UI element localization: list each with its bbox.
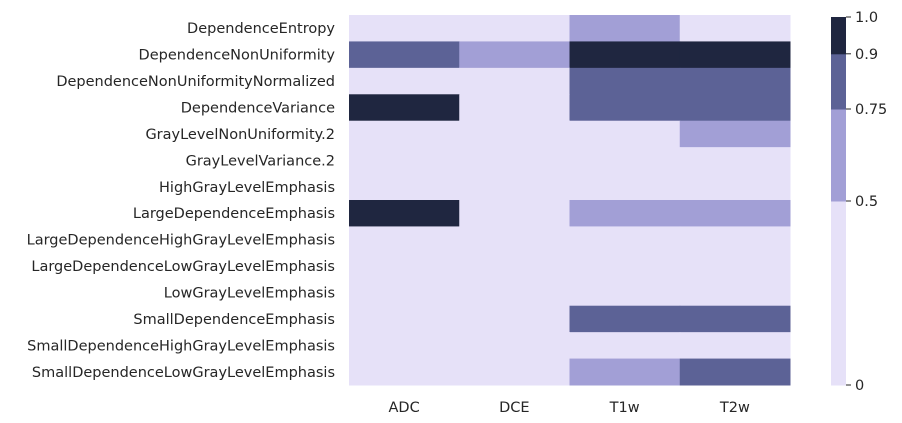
heatmap-cell: [569, 41, 681, 69]
heatmap-cell: [349, 252, 460, 280]
heatmap-cell: [679, 67, 791, 95]
heatmap-cell: [349, 15, 460, 42]
heatmap-cell: [679, 200, 791, 227]
heatmap-cell: [459, 15, 570, 42]
heatmap-cell: [679, 252, 791, 280]
colorbar-tick-label: 0.9: [855, 47, 878, 63]
heatmap-cell: [349, 173, 460, 201]
colorbar-segment: [831, 53, 846, 110]
y-tick-label: DependenceVariance: [181, 101, 335, 117]
colorbar-segment: [831, 201, 846, 386]
heatmap-cell: [679, 226, 791, 254]
colorbar-tick-label: 0: [855, 378, 864, 394]
colorbar-segment: [831, 109, 846, 202]
heatmap-cell: [349, 332, 460, 360]
heatmap-cell: [459, 41, 570, 69]
heatmap-cell: [679, 358, 791, 386]
heatmap-cell: [569, 147, 681, 175]
heatmap-cell: [569, 15, 681, 42]
y-tick-label: GrayLevelNonUniformity.2: [145, 127, 335, 143]
heatmap-cell: [569, 94, 681, 122]
heatmap-cell: [459, 305, 570, 333]
heatmap-cell: [679, 147, 791, 175]
heatmap-cell: [459, 147, 570, 175]
heatmap-cell: [569, 332, 681, 360]
heatmap-cell: [459, 279, 570, 307]
heatmap-cell: [349, 200, 460, 227]
heatmap-cell: [349, 41, 460, 69]
heatmap-cell: [679, 173, 791, 201]
heatmap-cell: [349, 358, 460, 386]
heatmap-cell: [459, 173, 570, 201]
heatmap-cell: [349, 279, 460, 307]
heatmap-cell: [569, 252, 681, 280]
heatmap-cell: [679, 332, 791, 360]
y-tick-label: SmallDependenceEmphasis: [133, 312, 335, 328]
x-tick-labels: ADC DCE T1w T2w: [389, 400, 750, 416]
heatmap-cell: [569, 173, 681, 201]
heatmap-cell: [569, 120, 681, 148]
x-tick-label: ADC: [389, 400, 420, 416]
colorbar-tick-label: 0.5: [855, 194, 878, 210]
heatmap-cell: [349, 147, 460, 175]
heatmap-cell: [459, 67, 570, 95]
x-tick-label: T2w: [719, 400, 750, 416]
heatmap-cell: [679, 41, 791, 69]
heatmap-cell: [569, 279, 681, 307]
y-tick-label: DependenceNonUniformityNormalized: [56, 74, 335, 90]
heatmap-cell: [459, 252, 570, 280]
y-tick-labels: DependenceEntropy DependenceNonUniformity…: [27, 21, 336, 381]
heatmap-cell: [569, 200, 681, 227]
colorbar-tick-label: 0.75: [855, 102, 887, 118]
heatmap-cells: [349, 15, 791, 386]
heatmap-cell: [459, 332, 570, 360]
y-tick-label: GrayLevelVariance.2: [186, 153, 335, 169]
heatmap-cell: [349, 120, 460, 148]
heatmap-cell: [679, 279, 791, 307]
colorbar-tick-label: 1.0: [855, 10, 878, 26]
colorbar: 0 0.5 0.75 0.9 1.0: [831, 10, 887, 394]
heatmap-cell: [569, 67, 681, 95]
heatmap-cell: [349, 94, 460, 122]
heatmap-cell: [459, 120, 570, 148]
heatmap-cell: [569, 358, 681, 386]
heatmap-cell: [459, 94, 570, 122]
heatmap-cell: [569, 305, 681, 333]
y-tick-label: LowGrayLevelEmphasis: [164, 286, 335, 302]
heatmap-cell: [679, 120, 791, 148]
heatmap-cell: [679, 94, 791, 122]
heatmap-cell: [459, 226, 570, 254]
y-tick-label: DependenceNonUniformity: [139, 48, 336, 64]
y-tick-label: LargeDependenceHighGrayLevelEmphasis: [27, 233, 335, 249]
heatmap-cell: [459, 200, 570, 227]
x-tick-label: DCE: [499, 400, 529, 416]
y-tick-label: HighGrayLevelEmphasis: [159, 180, 335, 196]
heatmap-cell: [569, 226, 681, 254]
heatmap-cell: [349, 67, 460, 95]
y-tick-label: LargeDependenceEmphasis: [133, 206, 335, 222]
heatmap-cell: [349, 305, 460, 333]
y-tick-label: SmallDependenceLowGrayLevelEmphasis: [32, 365, 335, 381]
y-tick-label: SmallDependenceHighGrayLevelEmphasis: [27, 338, 335, 354]
heatmap-cell: [679, 15, 791, 42]
heatmap-cell: [349, 226, 460, 254]
y-tick-label: LargeDependenceLowGrayLevelEmphasis: [31, 259, 335, 275]
colorbar-segment: [831, 17, 846, 55]
y-tick-label: DependenceEntropy: [187, 21, 335, 37]
heatmap-cell: [679, 305, 791, 333]
heatmap-cell: [459, 358, 570, 386]
x-tick-label: T1w: [609, 400, 640, 416]
